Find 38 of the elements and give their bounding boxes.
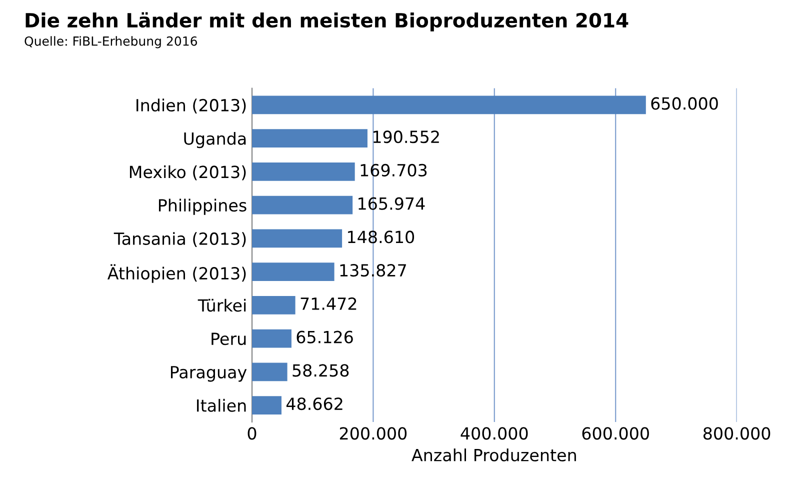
bar (252, 329, 292, 348)
x-tick-label: 600.000 (582, 427, 649, 440)
bar (252, 396, 282, 414)
data-label: 135.827 (340, 264, 406, 277)
x-tick-label: 200.000 (340, 427, 407, 440)
y-tick-label: Paraguay (170, 366, 247, 382)
bar (252, 129, 368, 148)
data-label: 165.974 (358, 197, 425, 210)
data-label: 58.258 (292, 364, 349, 377)
y-tick-label: Türkei (198, 298, 246, 312)
text: Quelle: FiBL-Erhebung 2016 (24, 36, 198, 48)
bar (252, 196, 353, 214)
data-label: 650.000 (651, 97, 718, 110)
bar (252, 362, 288, 382)
y-tick-label: Tansania (2013) (114, 232, 246, 247)
bar (252, 96, 646, 114)
x-tick-label: 400.000 (460, 427, 528, 440)
x-axis-title: Anzahl Produzenten (412, 448, 576, 462)
x-tick-label: 800.000 (703, 427, 770, 440)
data-label: 71.472 (300, 297, 356, 310)
y-tick-label: Philippines (158, 198, 246, 215)
y-tick-label: Peru (212, 332, 246, 346)
bar (252, 296, 296, 314)
data-label: 65.126 (296, 330, 353, 344)
data-label: 48.662 (286, 397, 342, 410)
chart-title: Die zehn Länder mit den meisten Bioproduzenten 2014 (26, 12, 628, 32)
y-tick-label: Mexiko (2013) (130, 165, 246, 180)
y-tick-label: Italien (197, 398, 246, 412)
bar (252, 229, 342, 248)
y-tick-label: Äthiopien (2013) (107, 264, 246, 283)
data-label: 148.610 (348, 230, 414, 244)
y-tick-label: Uganda (184, 132, 246, 148)
x-tick-label: 0 (248, 427, 256, 440)
data-label: 190.552 (373, 130, 439, 144)
bar (252, 162, 355, 181)
bar (252, 262, 334, 281)
data-label: 169.703 (360, 164, 427, 177)
y-tick-label: Indien (2013) (136, 98, 246, 114)
